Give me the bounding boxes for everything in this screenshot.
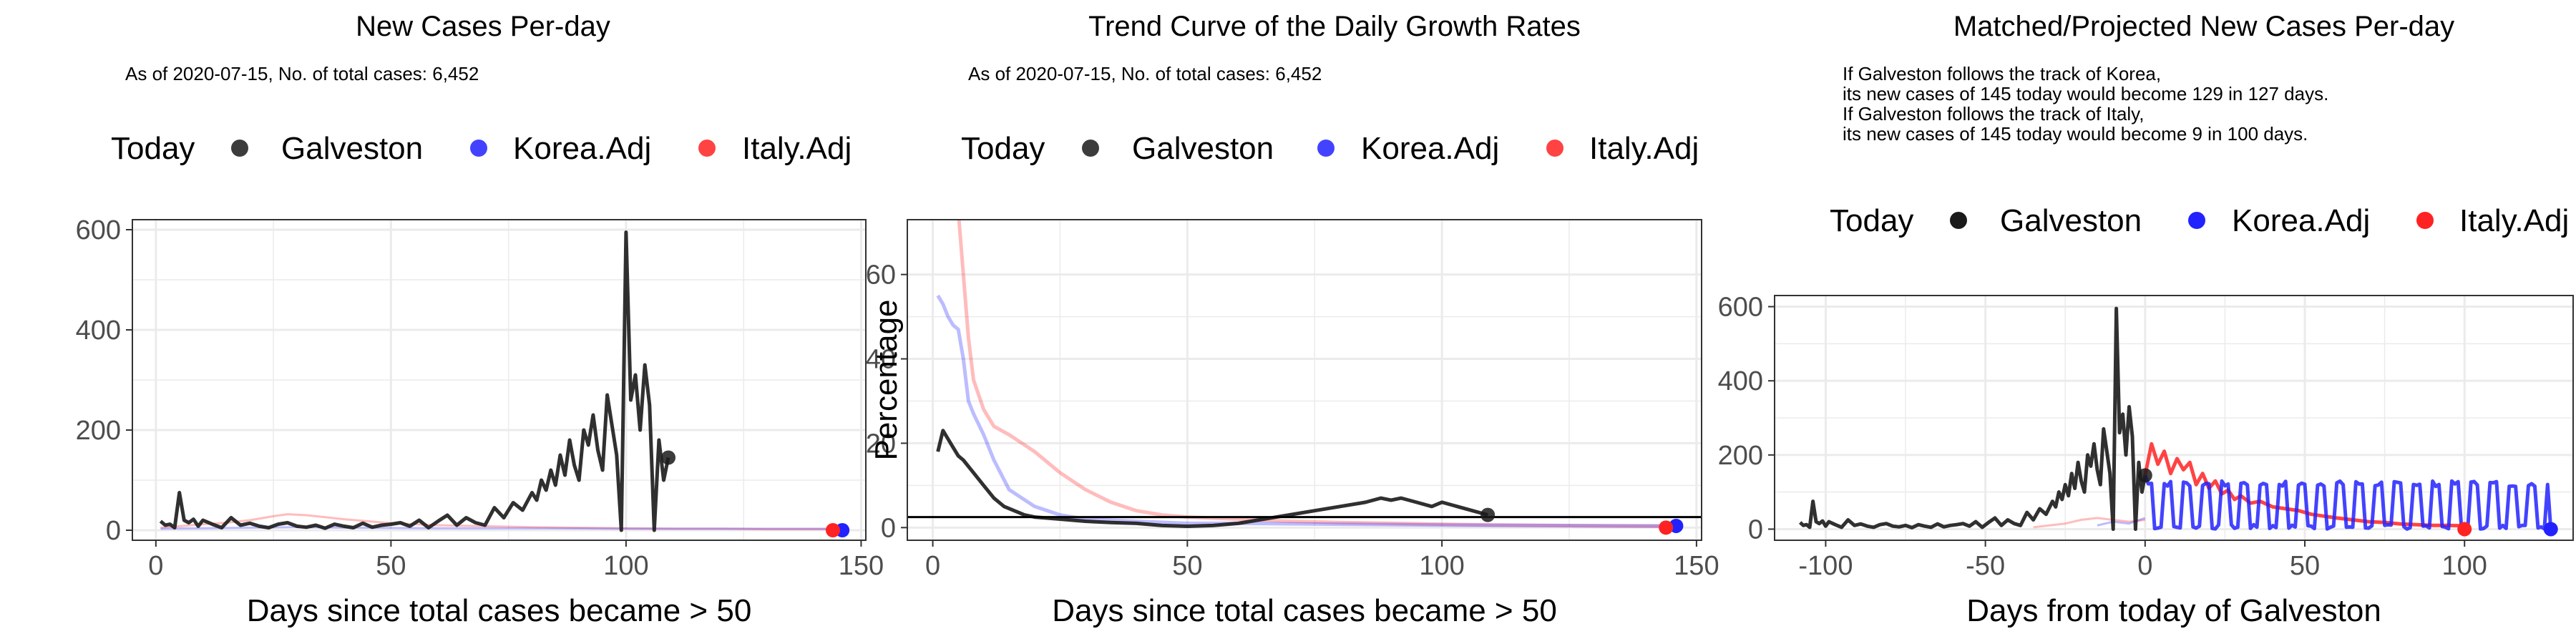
plot-area	[159, 230, 843, 532]
today-point-galveston	[1480, 507, 1496, 522]
y-axis-title: Percentage	[869, 299, 904, 460]
legend-marker	[231, 140, 248, 157]
today-point-italy-adj	[826, 523, 841, 537]
y-tick-label: 0	[881, 513, 896, 543]
y-tick-label: 200	[76, 416, 121, 446]
legend-label: Galveston	[281, 131, 423, 166]
x-axis-title: Days from today of Galveston	[1966, 593, 2381, 628]
series-line-italy-adj	[957, 220, 1667, 528]
x-tick-label: -100	[1798, 551, 1853, 581]
series-line-korea-adj	[160, 526, 843, 530]
legend-label: Italy.Adj	[1589, 131, 1699, 166]
panel-border	[1774, 295, 2574, 541]
chart-legend: Today Galveston Korea.Adj Italy.Adj	[111, 131, 852, 166]
today-point-italy-adj	[2457, 522, 2472, 537]
series-line-italy-adj	[2143, 441, 2465, 528]
x-axis-title: Days since total cases became > 50	[247, 593, 752, 628]
chart-subtitle: As of 2020-07-15, No. of total cases: 6,…	[968, 63, 1322, 84]
series-line-italy-adj	[2033, 517, 2145, 529]
today-point-galveston	[661, 450, 676, 465]
x-tick-label: 150	[1674, 551, 1719, 581]
today-point-galveston	[2137, 468, 2152, 483]
chart-title: New Cases Per-day	[356, 11, 610, 42]
x-tick-label: 50	[2290, 551, 2320, 581]
legend-label: Italy.Adj	[2459, 203, 2569, 238]
legend-marker	[2416, 212, 2434, 229]
legend-marker	[1546, 140, 1563, 157]
y-tick-label: 600	[76, 215, 121, 245]
panel-border	[132, 219, 867, 541]
chart-title: Matched/Projected New Cases Per-day	[1953, 11, 2454, 42]
legend-label: Italy.Adj	[742, 131, 852, 166]
x-tick-label: 100	[603, 551, 648, 581]
chart-subtitle: If Galveston follows the track of Italy,	[1843, 103, 2144, 125]
chart-subtitle: As of 2020-07-15, No. of total cases: 6,…	[125, 63, 479, 84]
legend-marker	[1317, 140, 1335, 157]
chart-panel-1: New Cases Per-day As of 2020-07-15, No. o…	[76, 11, 884, 628]
legend-marker	[698, 140, 716, 157]
x-axis-title: Days since total cases became > 50	[1052, 593, 1557, 628]
x-tick-label: -50	[1966, 551, 2005, 581]
legend-label: Korea.Adj	[1361, 131, 1499, 166]
series-line-galveston	[159, 230, 670, 532]
y-tick-label: 400	[1718, 366, 1763, 396]
y-tick-label: 400	[76, 316, 121, 346]
chart-panel-2: Trend Curve of the Daily Growth Rates As …	[866, 11, 1719, 628]
legend-title: Today	[961, 131, 1045, 166]
today-point-italy-adj	[1659, 520, 1674, 535]
y-tick-label: 20	[866, 429, 896, 459]
x-tick-label: 50	[1172, 551, 1202, 581]
plot-area	[936, 220, 1677, 528]
legend-marker	[1082, 140, 1099, 157]
grid-lines	[132, 220, 866, 540]
chart-subtitle: its new cases of 145 today would become …	[1843, 123, 2308, 145]
chart-panel-3: Matched/Projected New Cases Per-day If Ga…	[1718, 11, 2574, 628]
x-tick-label: 100	[2442, 551, 2487, 581]
legend-label: Korea.Adj	[2232, 203, 2370, 238]
chart-legend: Today Galveston Korea.Adj Italy.Adj	[961, 131, 1699, 166]
panel-border	[907, 219, 1702, 541]
legend-title: Today	[111, 131, 195, 166]
series-line-galveston	[1798, 306, 2147, 531]
legend-label: Galveston	[1132, 131, 1274, 166]
legend-label: Korea.Adj	[513, 131, 651, 166]
legend-marker	[2188, 212, 2205, 229]
chart-subtitle: its new cases of 145 today would become …	[1843, 83, 2328, 104]
x-tick-label: 100	[1419, 551, 1464, 581]
chart-title: Trend Curve of the Daily Growth Rates	[1088, 11, 1581, 42]
grid-lines	[907, 220, 1702, 540]
legend-label: Galveston	[2000, 203, 2142, 238]
grid-lines	[1775, 296, 2573, 540]
x-tick-label: 50	[376, 551, 406, 581]
series-line-korea-adj	[2143, 474, 2553, 531]
y-tick-label: 600	[1718, 293, 1763, 323]
legend-title: Today	[1830, 203, 1913, 238]
y-tick-label: 60	[866, 260, 896, 291]
y-tick-label: 0	[1748, 514, 1763, 545]
x-tick-label: 0	[925, 551, 940, 581]
chart-subtitle: If Galveston follows the track of Korea,	[1843, 63, 2161, 84]
x-tick-label: 150	[839, 551, 884, 581]
legend-marker	[1950, 212, 1967, 229]
chart-legend: Today Galveston Korea.Adj Italy.Adj	[1830, 203, 2569, 238]
plot-area	[1798, 306, 2553, 531]
y-tick-label: 0	[106, 516, 121, 546]
today-point-korea-adj	[2543, 522, 2558, 537]
y-tick-label: 200	[1718, 441, 1763, 471]
x-tick-label: 0	[148, 551, 163, 581]
legend-marker	[470, 140, 487, 157]
x-tick-label: 0	[2137, 551, 2152, 581]
series-line-korea-adj	[936, 294, 1677, 528]
y-tick-label: 40	[866, 345, 896, 375]
series-line-galveston	[936, 429, 1488, 528]
